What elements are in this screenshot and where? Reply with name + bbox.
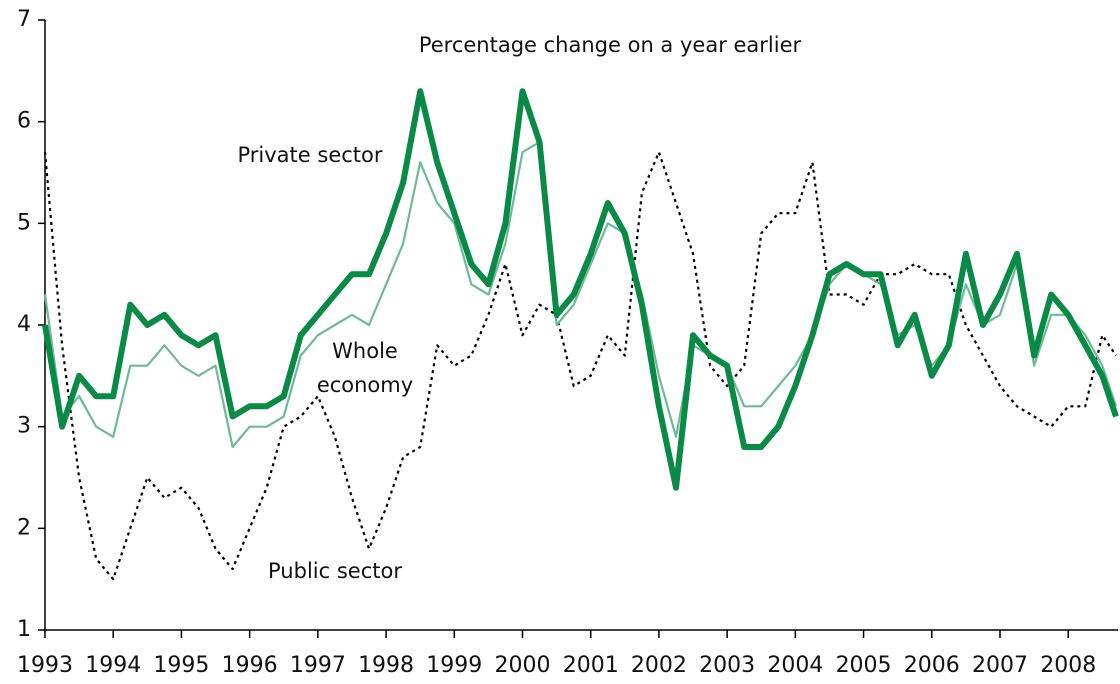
y-tick-label: 7 — [17, 7, 31, 32]
x-tick-label: 1998 — [358, 653, 414, 678]
x-tick-label: 1999 — [426, 653, 482, 678]
y-tick-label: 3 — [17, 414, 31, 439]
y-tick-label: 2 — [17, 515, 31, 540]
series-label: Whole economy — [316, 339, 414, 397]
x-tick-label: 2001 — [563, 653, 619, 678]
y-tick-label: 5 — [17, 210, 31, 235]
y-tick-label: 1 — [17, 617, 31, 642]
x-tick-label: 2006 — [904, 653, 960, 678]
x-tick-label: 2003 — [699, 653, 755, 678]
y-tick-label: 6 — [17, 109, 31, 134]
line-series — [42, 88, 1119, 491]
x-tick-label: 2005 — [836, 653, 892, 678]
x-tick-label: 1994 — [85, 653, 141, 678]
x-tick-label: 1997 — [290, 653, 346, 678]
x-tick-label: 2007 — [972, 653, 1028, 678]
x-tick-label: 2000 — [494, 653, 550, 678]
series-label: Private sector — [237, 143, 383, 167]
x-tick-label: 1995 — [153, 653, 209, 678]
x-tick-label: 1993 — [17, 653, 73, 678]
x-tick-label: 2002 — [631, 653, 687, 678]
series-label: Public sector — [268, 559, 402, 583]
x-tick-label: 2008 — [1040, 653, 1096, 678]
y-tick-label: 4 — [17, 312, 31, 337]
subtitle: Percentage change on a year earlier — [419, 33, 802, 57]
x-tick-label: 1996 — [222, 653, 278, 678]
line-series — [43, 151, 1117, 581]
x-tick-label: 2004 — [767, 653, 823, 678]
